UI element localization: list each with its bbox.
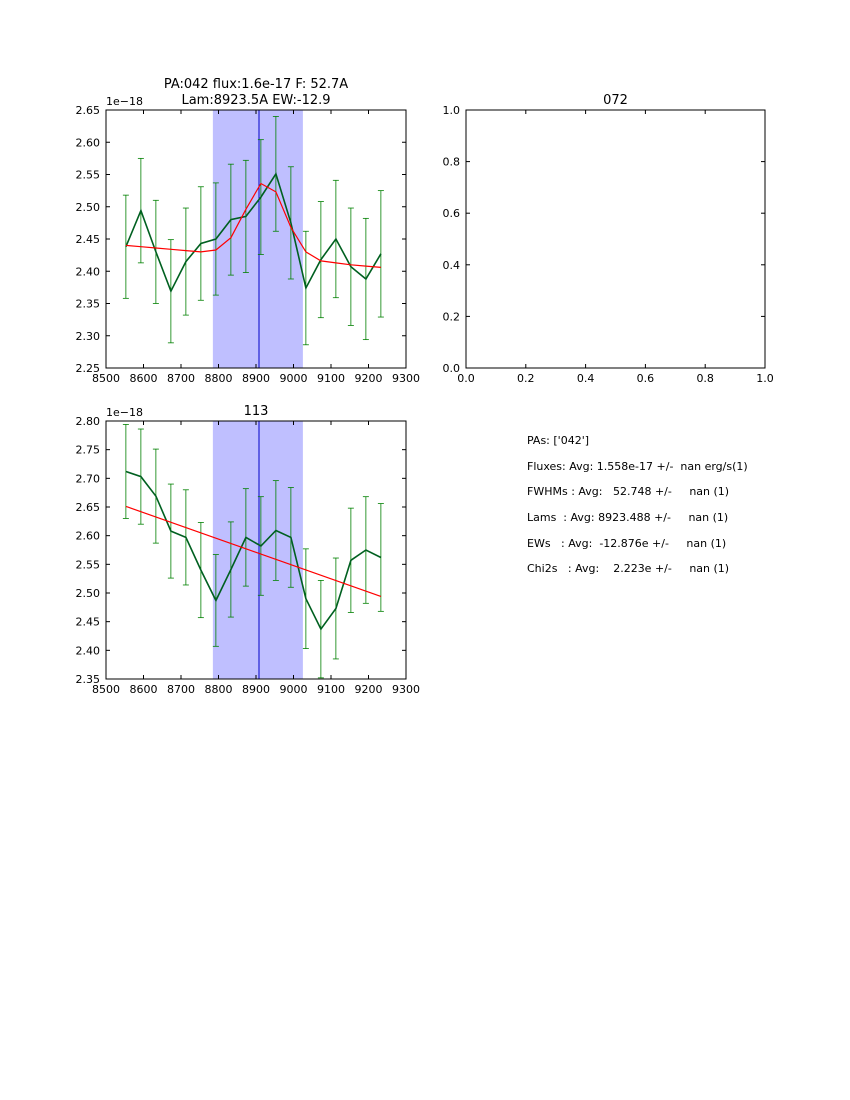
y-tick-label: 2.60 [76,136,101,149]
error-bar [122,194,129,299]
y-tick-label: 2.65 [76,104,101,117]
x-tick-label: 0.8 [696,372,714,385]
x-tick-label: 9000 [280,372,308,385]
y-tick-label: 2.45 [76,233,101,246]
x-tick-label: 9300 [392,683,420,696]
x-tick-label: 9200 [355,372,383,385]
y-tick-label: 2.35 [76,673,101,686]
panel-title: PA:042 flux:1.6e-17 F: 52.7A [164,77,348,92]
panel-pa-113: 8500 8600 8700 8800 8900 9000 9100 9200 9300 2.35… [76,404,421,696]
y-tick-label: 2.65 [76,501,101,514]
summary-pas: PAs: ['042'] [527,434,590,447]
y-tick-label: 2.50 [76,587,101,600]
summary-fwhms: FWHMs : Avg: 52.748 +/- nan (1) [527,485,730,499]
y-tick-label: 0.0 [443,362,461,375]
y-tick-label: 2.70 [76,472,101,485]
summary-stats: PAs: ['042'] Fluxes: Avg: 1.558e-17 +/- … [527,432,748,586]
x-tick-label: 0.2 [517,372,535,385]
x-tick-label: 8700 [167,683,195,696]
x-tick-label: 9200 [355,683,383,696]
y-tick-label: 2.25 [76,362,101,375]
offset-label: 1e−18 [106,95,143,108]
x-tick-label: 9100 [317,683,345,696]
y-tick-label: 0.2 [443,310,461,323]
y-tick-label: 0.4 [443,259,461,272]
x-tick-label: 9100 [317,372,345,385]
x-tick-label: 8500 [92,683,120,696]
x-tick-label: 8900 [242,372,270,385]
y-tick-label: 2.50 [76,201,101,214]
y-tick-label: 2.35 [76,298,101,311]
y-tick-label: 2.60 [76,530,101,543]
x-tick-label: 0.6 [637,372,655,385]
y-tick-label: 2.75 [76,444,101,457]
panel-pa-072: 0.0 0.2 0.4 0.6 0.8 1.0 0.0 0.2 0.4 0.6 0.8 1.0 072 [443,93,774,385]
y-tick-label: 0.8 [443,156,461,169]
x-tick-label: 8800 [205,372,233,385]
x-tick-label: 8600 [130,683,158,696]
y-tick-label: 2.55 [76,169,101,182]
panel-pa-042: 8500 8600 8700 8800 8900 9000 9100 9200 9300 2.25… [76,77,421,385]
offset-label: 1e−18 [106,406,143,419]
series-fit-line [125,182,381,268]
x-tick-label: 1.0 [756,372,774,385]
x-tick-label: 8800 [205,683,233,696]
y-tick-label: 2.80 [76,415,101,428]
x-tick-label: 8600 [130,372,158,385]
x-tick-label: 0.4 [577,372,595,385]
summary-ews: EWs : Avg: -12.876e +/- nan (1) [527,536,727,550]
series-data-line [125,172,382,294]
y-tick-label: 2.40 [76,644,101,657]
x-tick-label: 8700 [167,372,195,385]
y-tick-label: 2.30 [76,330,101,343]
panel-title: 113 [244,404,269,419]
y-tick-label: 2.40 [76,265,101,278]
panel-title: Lam:8923.5A EW:-12.9 [181,93,330,108]
x-tick-label: 0.0 [457,372,475,385]
panel-title: 072 [603,93,628,108]
y-tick-label: 0.6 [443,207,461,220]
y-tick-label: 1.0 [443,104,461,117]
x-tick-label: 9300 [392,372,420,385]
y-tick-label: 2.55 [76,558,101,571]
x-tick-label: 8900 [242,683,270,696]
series-data-line [125,470,382,631]
shaded-span [212,421,303,679]
x-tick-label: 9000 [280,683,308,696]
shaded-span [212,110,303,368]
x-tick-label: 8500 [92,372,120,385]
summary-lams: Lams : Avg: 8923.488 +/- nan (1) [527,511,729,525]
summary-chi2s: Chi2s : Avg: 2.223e +/- nan (1) [527,562,730,576]
axes-frame [465,109,766,369]
error-bar [122,424,129,519]
y-tick-label: 2.45 [76,616,101,629]
summary-fluxes: Fluxes: Avg: 1.558e-17 +/- nan erg/s(1) [527,459,748,473]
series-fit-line [125,505,382,597]
